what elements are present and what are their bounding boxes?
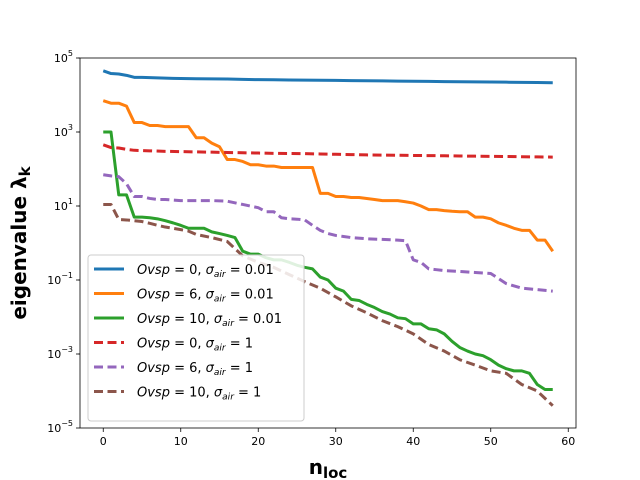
x-axis-title: nloc (309, 455, 348, 480)
series-line-3 (102, 143, 553, 159)
series-layer (102, 69, 554, 407)
y-tick-label-1: 10−3 (47, 345, 73, 361)
legend: Ovsp = 0, σair = 0.01 Ovsp = 6, σair = 0.… (87, 254, 305, 422)
y-axis-title: eigenvalue λk (7, 165, 34, 319)
legend-box (87, 254, 305, 422)
series-line-2 (103, 130, 553, 391)
y-axis-title-sub: k (16, 165, 34, 176)
plot-frame (79, 57, 577, 429)
x-tick-label-4: 40 (406, 435, 420, 448)
x-tick-label-0: 0 (100, 435, 107, 448)
series-line-1 (102, 99, 554, 253)
series-line-4 (103, 173, 553, 293)
series-line-0 (102, 69, 553, 85)
series-line-5 (103, 202, 554, 407)
y-axis: 10−5 10−3 10−1 101 103 105 (47, 49, 80, 435)
y-axis-title-main: eigenvalue λ (7, 176, 31, 320)
x-tick-label-5: 50 (484, 435, 498, 448)
legend-label-4: Ovsp = 6, σair = 1 (137, 361, 253, 378)
y-tick-label-0: 10−5 (47, 419, 73, 435)
y-tick-label-5: 105 (54, 49, 73, 65)
y-tick-label-4: 103 (54, 123, 73, 139)
x-tick-label-3: 30 (329, 435, 343, 448)
x-tick-label-6: 60 (561, 435, 575, 448)
y-tick-label-2: 10−1 (47, 271, 73, 287)
legend-label-0: Ovsp = 0, σair = 0.01 (137, 263, 274, 280)
legend-label-3: Ovsp = 0, σair = 1 (137, 337, 253, 354)
legend-label-1: Ovsp = 6, σair = 0.01 (137, 288, 274, 305)
x-axis: 0 10 20 30 40 50 60 (100, 428, 575, 448)
x-axis-title-sub: loc (323, 464, 347, 480)
x-tick-label-2: 20 (251, 435, 265, 448)
legend-label-2: Ovsp = 10, σair = 0.01 (137, 312, 282, 329)
legend-label-5: Ovsp = 10, σair = 1 (137, 386, 261, 403)
y-tick-label-3: 101 (54, 197, 73, 213)
x-axis-title-main: n (309, 455, 323, 479)
x-tick-label-1: 10 (174, 435, 188, 448)
